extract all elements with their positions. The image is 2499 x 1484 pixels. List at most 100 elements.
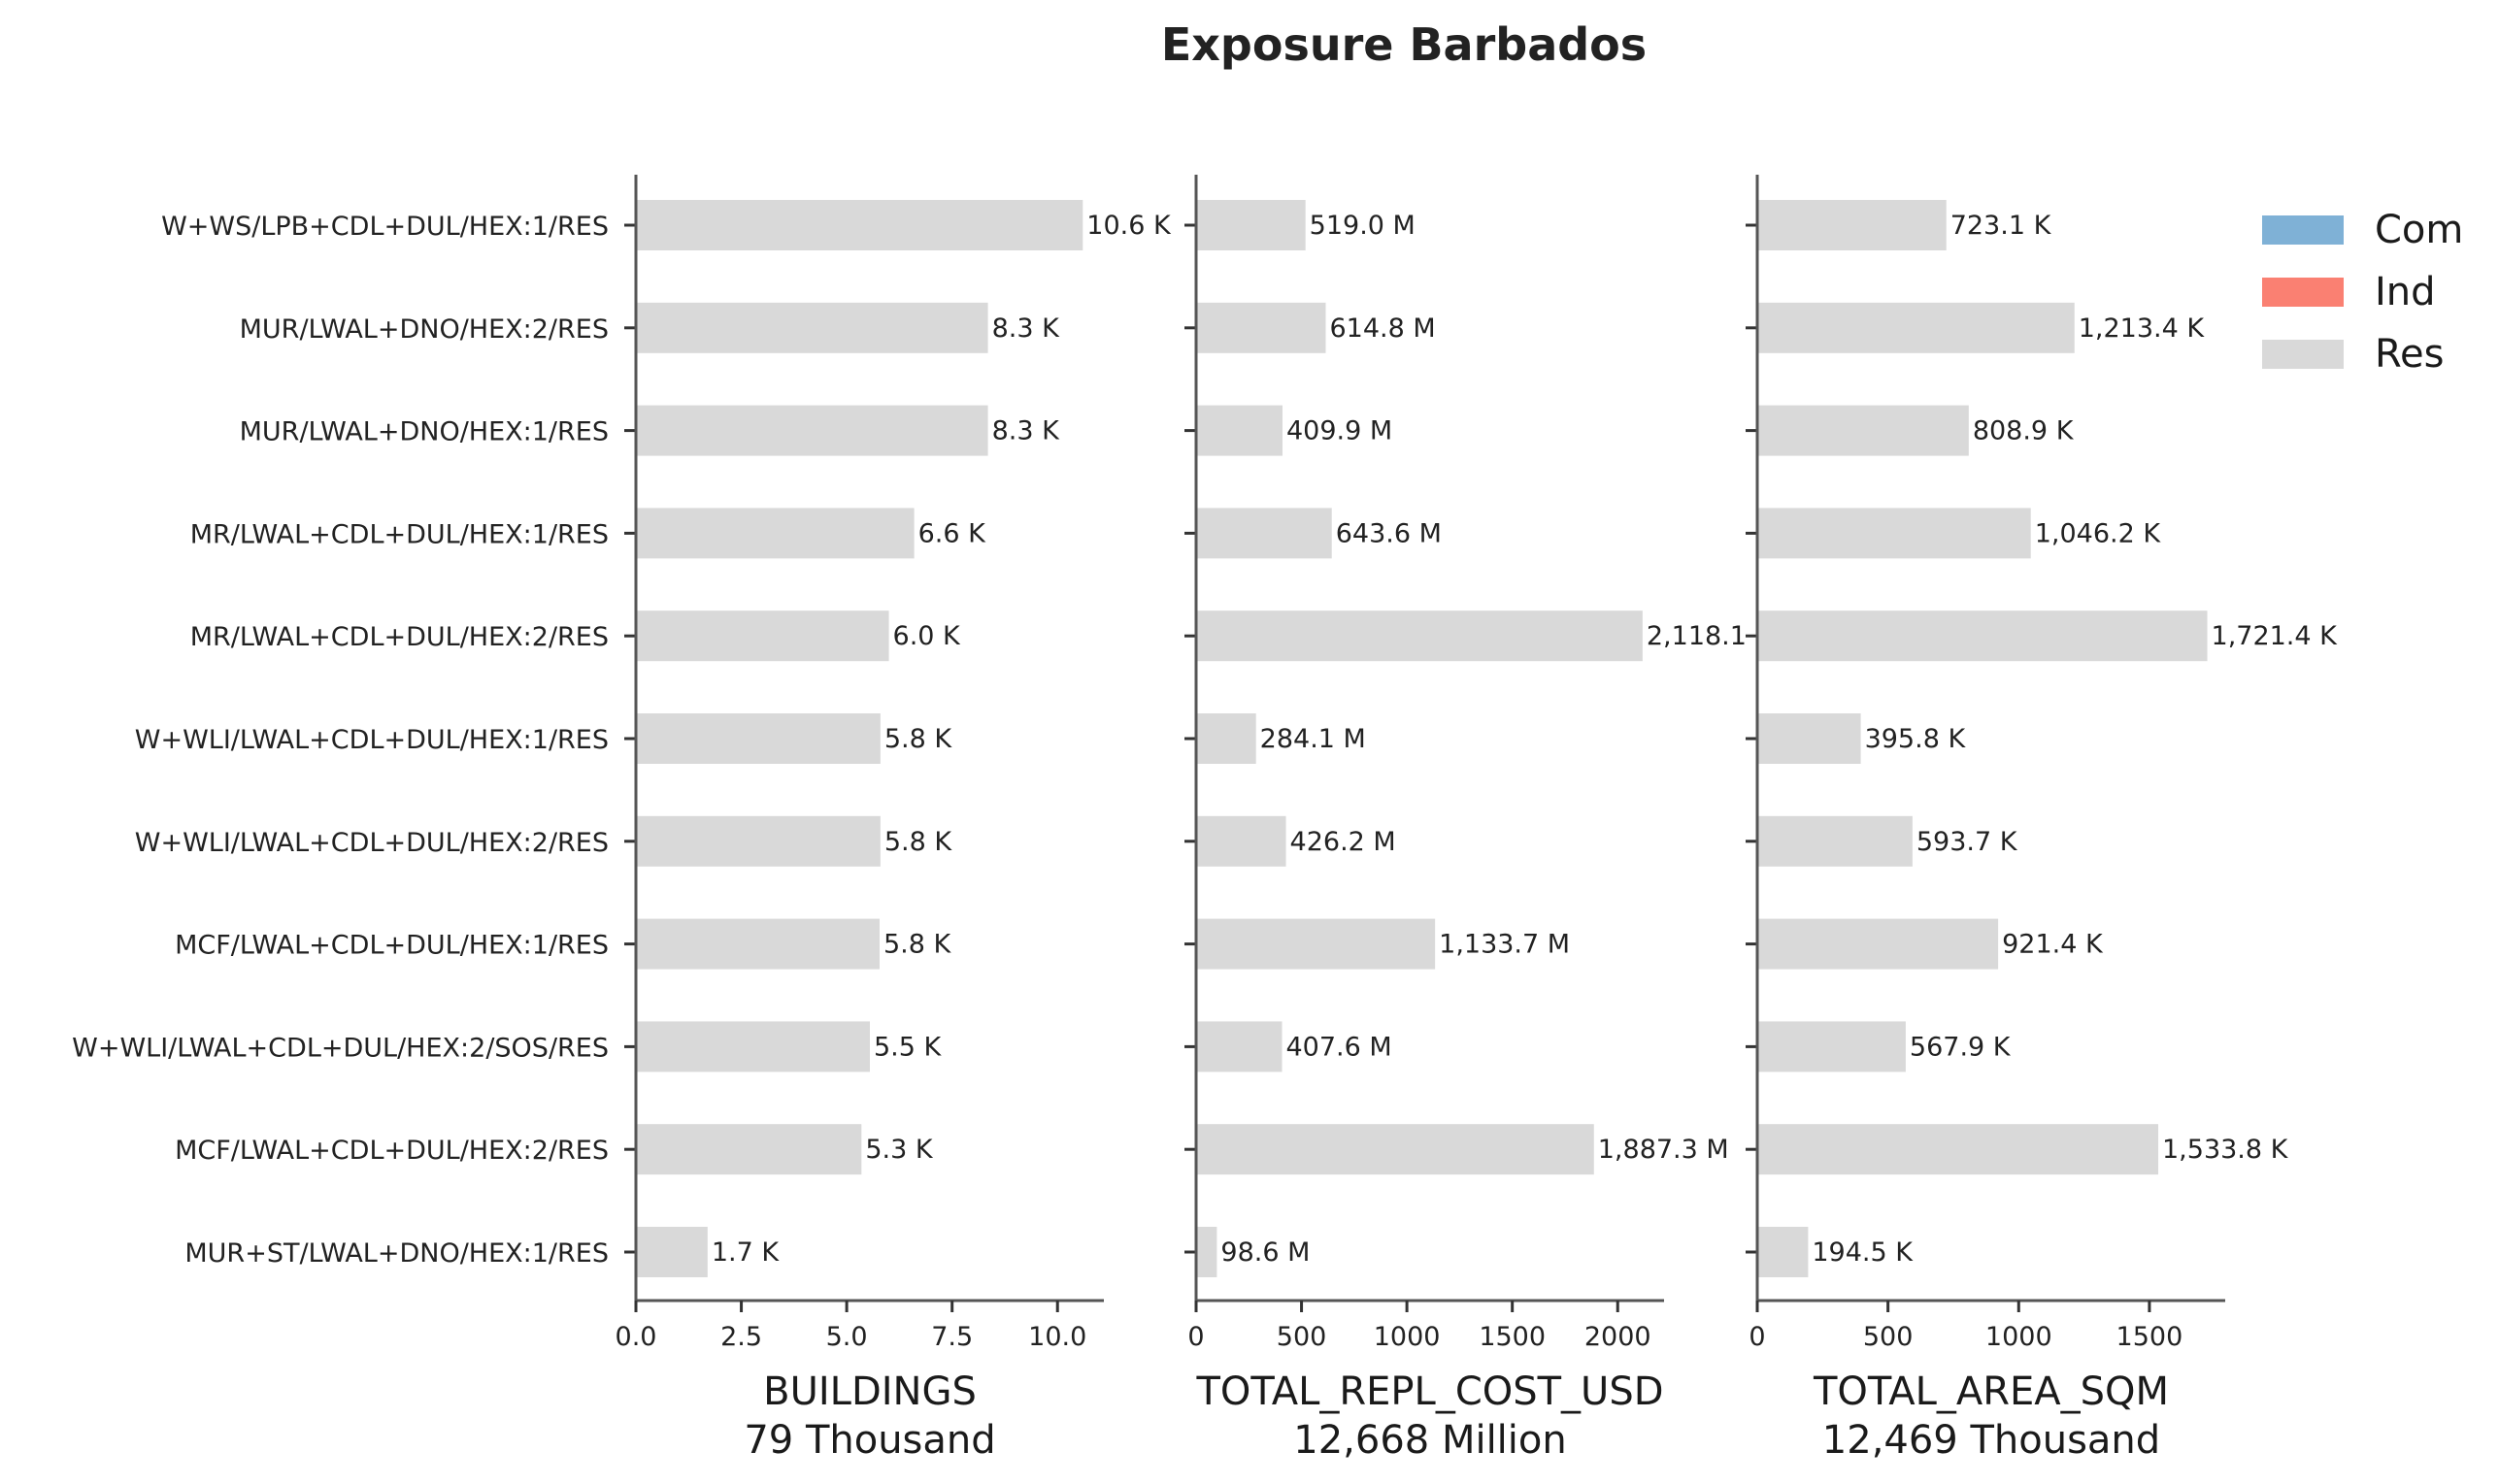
panel-1: 10.6 K 8.3 K 8.3 K 6.6 K 6.0 K 5.8 K 5.8 K 5.8 …: [616, 175, 1172, 1463]
x-tick-label: 1000: [1374, 1322, 1441, 1352]
chart-panels: 10.6 K 8.3 K 8.3 K 6.6 K 6.0 K 5.8 K 5.8 K 5.8 …: [616, 175, 2338, 1463]
x-axis-total: 12,469 Thousand: [1822, 1418, 2160, 1463]
category-label: W+WLI/LWAL+CDL+DUL/HEX:2/SOS/RES: [72, 1033, 609, 1063]
bar: [1757, 405, 1969, 456]
data-label: 10.6 K: [1086, 211, 1172, 241]
data-label: 407.6 M: [1285, 1032, 1391, 1062]
data-label: 6.0 K: [893, 621, 962, 651]
x-tick-label: 1500: [1479, 1322, 1546, 1352]
chart-title: Exposure Barbados: [1161, 18, 1647, 71]
data-label: 1,887.3 M: [1598, 1135, 1729, 1165]
category-label: MUR/LWAL+DNO/HEX:2/RES: [240, 314, 609, 345]
data-label: 643.6 M: [1336, 518, 1442, 548]
x-tick-label: 1500: [2116, 1322, 2183, 1352]
bar: [1196, 508, 1332, 559]
data-label: 8.3 K: [992, 416, 1061, 446]
x-tick-label: 10.0: [1028, 1322, 1086, 1352]
bar: [1757, 918, 1999, 970]
data-label: 1.7 K: [712, 1237, 781, 1268]
bar: [1757, 302, 2075, 353]
bar: [1757, 1124, 2159, 1175]
bar: [1757, 200, 1947, 250]
x-tick-label: 5.0: [826, 1322, 868, 1352]
bar: [1196, 1227, 1217, 1277]
bar: [636, 200, 1083, 250]
data-label: 5.8 K: [884, 827, 953, 857]
data-label: 8.3 K: [992, 313, 1061, 344]
data-label: 614.8 M: [1329, 313, 1435, 344]
bar: [636, 1021, 870, 1072]
x-tick-label: 0: [1749, 1322, 1765, 1352]
legend-swatch: [2262, 215, 2344, 245]
bar: [1757, 1021, 1906, 1072]
data-label: 98.6 M: [1220, 1237, 1310, 1268]
x-tick-label: 0.0: [616, 1322, 657, 1352]
data-label: 519.0 M: [1310, 211, 1416, 241]
legend-label: Ind: [2375, 270, 2436, 314]
data-label: 723.1 K: [1950, 211, 2052, 241]
panel-2: 519.0 M 614.8 M 409.9 M 643.6 M 2,118.1 284.1…: [1184, 175, 1747, 1463]
bar: [1196, 815, 1286, 867]
bar: [636, 815, 881, 867]
category-label: MR/LWAL+CDL+DUL/HEX:2/RES: [190, 622, 609, 652]
x-tick-label: 7.5: [931, 1322, 973, 1352]
bar: [1757, 1227, 1809, 1277]
data-label: 409.9 M: [1286, 416, 1392, 446]
data-label: 194.5 K: [1812, 1237, 1914, 1268]
bar: [636, 610, 889, 662]
category-label: W+WLI/LWAL+CDL+DUL/HEX:1/RES: [135, 725, 609, 755]
data-label: 5.8 K: [884, 724, 953, 754]
x-tick-label: 2.5: [720, 1322, 762, 1352]
legend-label: Com: [2375, 208, 2463, 252]
data-label: 6.6 K: [918, 518, 987, 548]
data-label: 395.8 K: [1865, 724, 1967, 754]
x-tick-label: 1000: [1985, 1322, 2052, 1352]
x-axis-total: 12,668 Million: [1293, 1418, 1566, 1463]
bar: [636, 508, 915, 559]
category-label: W+WS/LPB+CDL+DUL/HEX:1/RES: [161, 212, 609, 242]
data-label: 1,133.7 M: [1439, 930, 1570, 960]
x-tick-label: 500: [1277, 1322, 1327, 1352]
data-label: 2,118.1: [1647, 621, 1747, 651]
category-label: MCF/LWAL+CDL+DUL/HEX:1/RES: [175, 931, 609, 961]
panel-3: 723.1 K 1,213.4 K 808.9 K 1,046.2 K 1,721.4 …: [1746, 175, 2338, 1463]
bar: [1757, 713, 1861, 764]
data-label: 593.7 K: [1916, 827, 2018, 857]
data-label: 567.9 K: [1910, 1032, 2012, 1062]
data-label: 1,046.2 K: [2035, 518, 2162, 548]
x-axis-label: TOTAL_REPL_COST_USD: [1195, 1369, 1663, 1414]
x-tick-label: 2000: [1584, 1322, 1651, 1352]
data-label: 921.4 K: [2002, 930, 2104, 960]
category-label: MCF/LWAL+CDL+DUL/HEX:2/RES: [175, 1136, 609, 1166]
x-axis-label: TOTAL_AREA_SQM: [1813, 1369, 2169, 1414]
bar: [1196, 200, 1306, 250]
bar: [1196, 302, 1326, 353]
bar: [1196, 405, 1283, 456]
bar: [636, 713, 881, 764]
legend-swatch: [2262, 340, 2344, 369]
bar: [1196, 610, 1643, 662]
data-label: 5.5 K: [874, 1032, 943, 1062]
x-axis-total: 79 Thousand: [744, 1418, 995, 1463]
legend-swatch: [2262, 278, 2344, 307]
bar: [1196, 1021, 1283, 1072]
data-label: 1,533.8 K: [2162, 1135, 2289, 1165]
data-label: 426.2 M: [1290, 827, 1396, 857]
bar: [636, 918, 880, 970]
category-label: MUR/LWAL+DNO/HEX:1/RES: [240, 417, 609, 447]
data-label: 808.9 K: [1973, 416, 2075, 446]
bar: [636, 405, 988, 456]
bar: [1196, 1124, 1594, 1175]
category-label: MR/LWAL+CDL+DUL/HEX:1/RES: [190, 519, 609, 549]
bar: [1196, 918, 1436, 970]
data-label: 1,721.4 K: [2212, 621, 2339, 651]
data-label: 284.1 M: [1260, 724, 1366, 754]
x-tick-label: 500: [1863, 1322, 1914, 1352]
x-tick-label: 0: [1187, 1322, 1204, 1352]
data-label: 5.8 K: [883, 930, 952, 960]
x-axis-label: BUILDINGS: [763, 1369, 977, 1414]
bar: [1196, 713, 1256, 764]
bar: [636, 1227, 708, 1277]
chart-legend: Com Ind Res: [2262, 208, 2463, 377]
